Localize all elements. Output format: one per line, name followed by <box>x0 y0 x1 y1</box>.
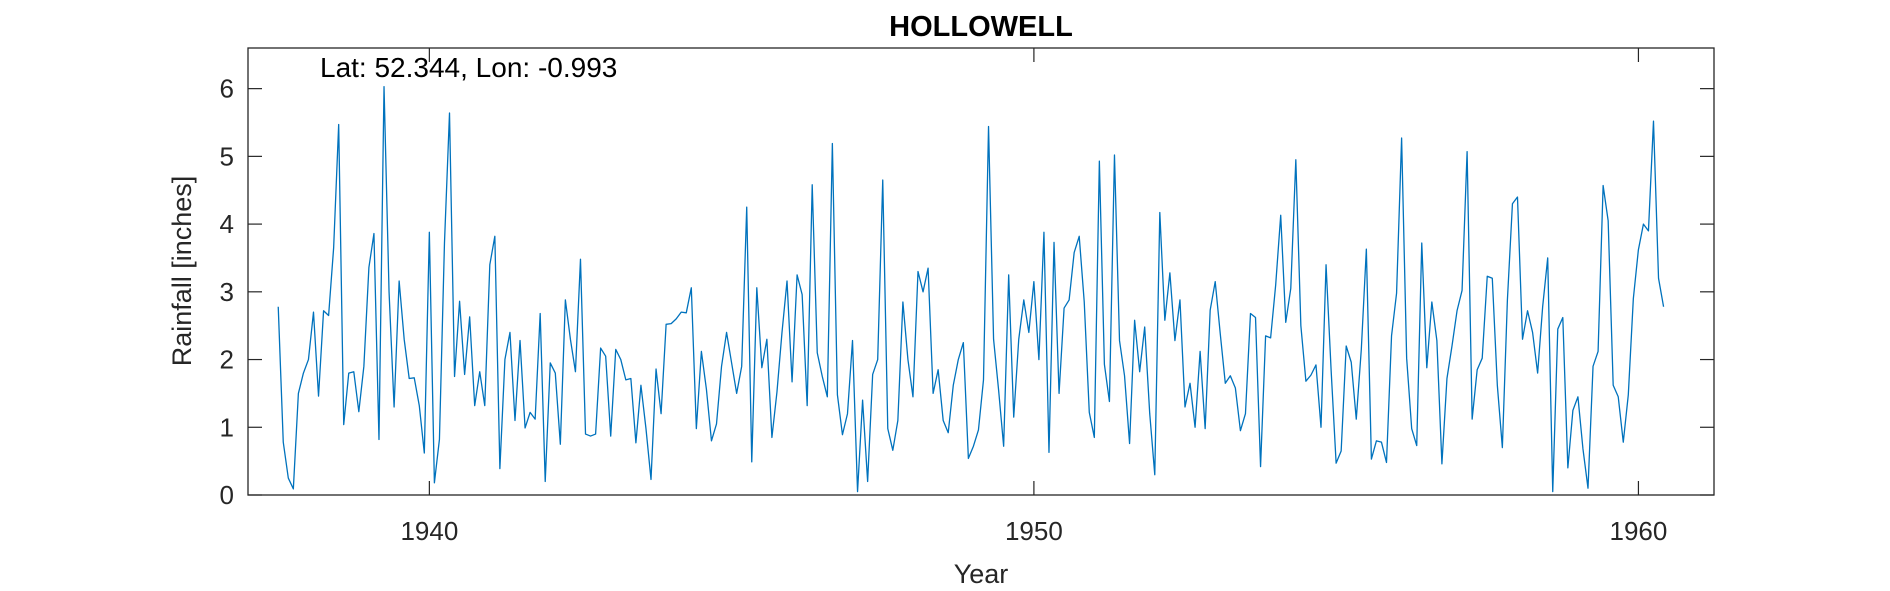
plot-area <box>248 48 1714 495</box>
plot-frame <box>247 47 1715 496</box>
y-tick-label: 1 <box>220 412 234 442</box>
y-axis-label: Rainfall [inches] <box>167 176 197 367</box>
location-annotation: Lat: 52.344, Lon: -0.993 <box>320 52 617 83</box>
y-tick-label: 4 <box>220 209 234 239</box>
x-tick-label: 1960 <box>1610 516 1668 546</box>
y-tick-label: 0 <box>220 480 234 510</box>
y-tick-label: 3 <box>220 277 234 307</box>
axis-ticks <box>248 48 1714 496</box>
y-tick-label: 6 <box>220 74 234 104</box>
x-tick-label: 1950 <box>1005 516 1063 546</box>
y-tick-label: 2 <box>220 345 234 375</box>
chart-title: HOLLOWELL <box>889 11 1073 43</box>
rainfall-series-line <box>277 85 1665 493</box>
tick-labels: 0 1 2 3 4 5 6 1940 1950 1960 <box>220 74 1668 546</box>
x-tick-label: 1940 <box>400 516 458 546</box>
x-axis-label: Year <box>954 559 1009 589</box>
y-tick-label: 5 <box>220 141 234 171</box>
